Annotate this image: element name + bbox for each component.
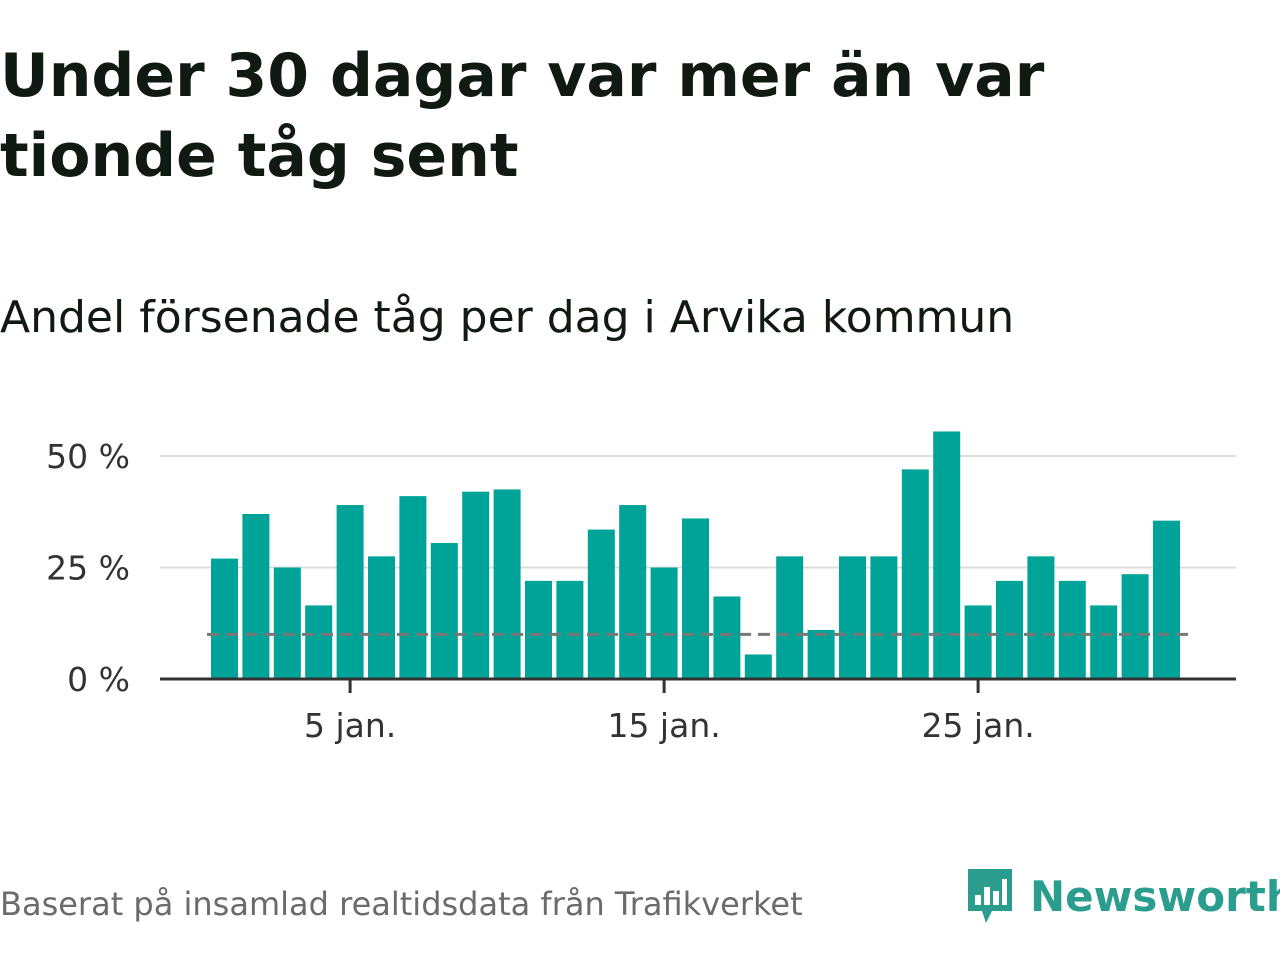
bar — [336, 505, 364, 679]
bar — [462, 491, 490, 679]
y-tick-label: 0 % — [67, 660, 130, 699]
bar — [273, 567, 301, 679]
bar — [1027, 556, 1055, 679]
bar — [493, 489, 521, 679]
bar — [744, 654, 772, 679]
x-tick-label: 5 jan. — [304, 706, 396, 745]
bar — [870, 556, 898, 679]
bar — [211, 558, 238, 679]
bar — [839, 556, 866, 679]
bar — [305, 605, 333, 679]
y-tick-label: 25 % — [46, 549, 130, 588]
newsworthy-logo-icon — [968, 869, 1012, 923]
bar — [1153, 520, 1180, 679]
bar-chart: 0 % 25 % 50 % 5 jan. 15 jan. 25 jan. — [46, 431, 1236, 745]
bar — [1121, 574, 1149, 679]
bar — [368, 556, 395, 679]
bar — [556, 580, 584, 679]
bar — [399, 496, 427, 679]
bar — [713, 596, 741, 679]
chart-title: Under 30 dagar var mer än var tionde tåg… — [0, 41, 1045, 191]
bar — [650, 567, 678, 679]
bars — [211, 431, 1180, 679]
newsworthy-logo: Newsworthy — [964, 864, 1280, 928]
bar — [587, 529, 615, 679]
bar — [901, 469, 929, 679]
bar — [776, 556, 804, 679]
bar — [682, 518, 709, 679]
x-axis: 5 jan. 15 jan. 25 jan. — [160, 677, 1236, 745]
newsworthy-logo-text: Newsworthy — [1030, 871, 1280, 921]
bar — [242, 513, 270, 679]
bar — [996, 580, 1023, 679]
bar — [525, 580, 552, 679]
bar — [1058, 580, 1086, 679]
source-note: Baserat på insamlad realtidsdata från Tr… — [0, 885, 803, 923]
bar — [619, 505, 647, 679]
bar — [1090, 605, 1118, 679]
y-axis-tick-labels: 0 % 25 % 50 % — [46, 437, 130, 699]
bar — [933, 431, 961, 679]
x-tick-label: 15 jan. — [607, 706, 720, 745]
chart-subtitle: Andel försenade tåg per dag i Arvika kom… — [0, 292, 1015, 343]
y-tick-label: 50 % — [46, 437, 130, 476]
bar — [807, 629, 835, 679]
bar — [430, 542, 458, 679]
bar — [964, 605, 992, 679]
x-tick-label: 25 jan. — [921, 706, 1034, 745]
